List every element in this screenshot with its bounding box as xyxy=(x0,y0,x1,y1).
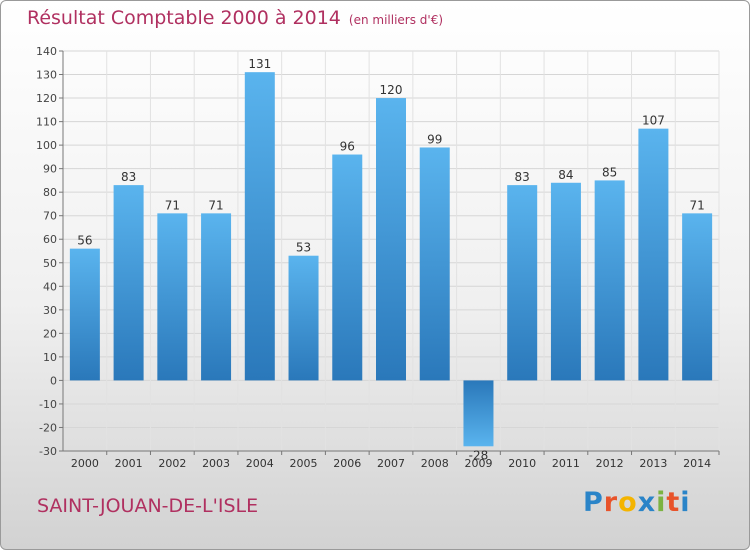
data-label: 107 xyxy=(642,114,665,128)
data-label: 56 xyxy=(77,234,92,248)
logo-letter: o xyxy=(618,487,638,518)
x-tick-label: 2007 xyxy=(377,457,405,470)
y-tick-label: 130 xyxy=(36,69,57,82)
x-tick-label: 2005 xyxy=(290,457,318,470)
bar xyxy=(638,128,669,381)
x-tick-label: 2002 xyxy=(158,457,186,470)
bar xyxy=(419,147,450,381)
bar xyxy=(201,213,232,381)
y-tick-label: -30 xyxy=(39,445,57,458)
y-tick-label: 10 xyxy=(43,351,57,364)
y-tick-label: 40 xyxy=(43,280,57,293)
chart-title-text: Résultat Comptable 2000 à 2014 xyxy=(27,7,341,29)
y-tick-label: 60 xyxy=(43,233,57,246)
y-tick-label: 140 xyxy=(36,45,57,58)
data-label: 84 xyxy=(558,168,573,182)
y-tick-label: 90 xyxy=(43,163,57,176)
y-tick-label: 30 xyxy=(43,304,57,317)
data-label: 120 xyxy=(380,83,403,97)
axis-layer xyxy=(59,50,720,455)
label-layer: -30 -20 -10 0 10 20 30 40 50 60 70 80 90 100 110 120 130… xyxy=(36,45,711,470)
chart-title: Résultat Comptable 2000 à 2014 (en millie… xyxy=(27,7,443,29)
x-tick-label: 2000 xyxy=(71,457,99,470)
x-tick-label: 2011 xyxy=(552,457,580,470)
logo-letter: x xyxy=(637,487,657,518)
logo-letter: r xyxy=(603,487,619,518)
y-tick-label: 50 xyxy=(43,257,57,270)
data-label: 96 xyxy=(340,140,355,154)
logo-letter: P xyxy=(583,487,604,518)
data-label: 99 xyxy=(427,132,442,146)
x-tick-label: 2010 xyxy=(508,457,536,470)
bar-layer xyxy=(69,72,713,447)
bar xyxy=(463,380,494,447)
bar xyxy=(332,154,363,381)
x-tick-label: 2009 xyxy=(464,457,492,470)
data-label: -28 xyxy=(469,448,489,462)
x-tick-label: 2003 xyxy=(202,457,230,470)
x-tick-label: 2013 xyxy=(639,457,667,470)
bar xyxy=(594,180,625,381)
bar xyxy=(288,255,319,381)
data-label: 71 xyxy=(165,198,180,212)
data-label: 71 xyxy=(208,198,223,212)
x-tick-label: 2004 xyxy=(246,457,274,470)
chart-unit: (en milliers d'€) xyxy=(348,13,444,27)
y-tick-label: 110 xyxy=(36,116,57,129)
y-tick-label: 120 xyxy=(36,92,57,105)
y-tick-label: 20 xyxy=(43,327,57,340)
bar xyxy=(157,213,188,381)
x-tick-label: 2008 xyxy=(421,457,449,470)
y-tick-label: -10 xyxy=(39,398,57,411)
bar xyxy=(507,185,538,381)
commune-name: SAINT-JOUAN-DE-L'ISLE xyxy=(37,495,259,517)
y-tick-label: 80 xyxy=(43,186,57,199)
data-label: 131 xyxy=(248,57,271,71)
y-tick-label: 100 xyxy=(36,139,57,152)
bar xyxy=(113,185,144,381)
bar xyxy=(69,248,100,381)
x-tick-label: 2001 xyxy=(115,457,143,470)
y-tick-label: -20 xyxy=(39,421,57,434)
logo-letter: i xyxy=(680,487,691,518)
bar xyxy=(550,182,581,381)
data-label: 85 xyxy=(602,165,617,179)
bar xyxy=(376,98,406,381)
bar xyxy=(682,213,713,381)
x-tick-label: 2014 xyxy=(683,457,711,470)
proxiti-logo: Proxiti xyxy=(583,487,691,518)
data-label: 71 xyxy=(689,198,704,212)
y-tick-label: 70 xyxy=(43,210,57,223)
data-label: 83 xyxy=(121,170,136,184)
bar xyxy=(244,72,275,381)
x-tick-label: 2006 xyxy=(333,457,361,470)
logo-letter: t xyxy=(666,487,681,518)
data-label: 83 xyxy=(515,170,530,184)
logo-letter: i xyxy=(656,487,667,518)
x-tick-label: 2012 xyxy=(596,457,624,470)
y-tick-label: 0 xyxy=(50,374,57,387)
data-label: 53 xyxy=(296,241,311,255)
